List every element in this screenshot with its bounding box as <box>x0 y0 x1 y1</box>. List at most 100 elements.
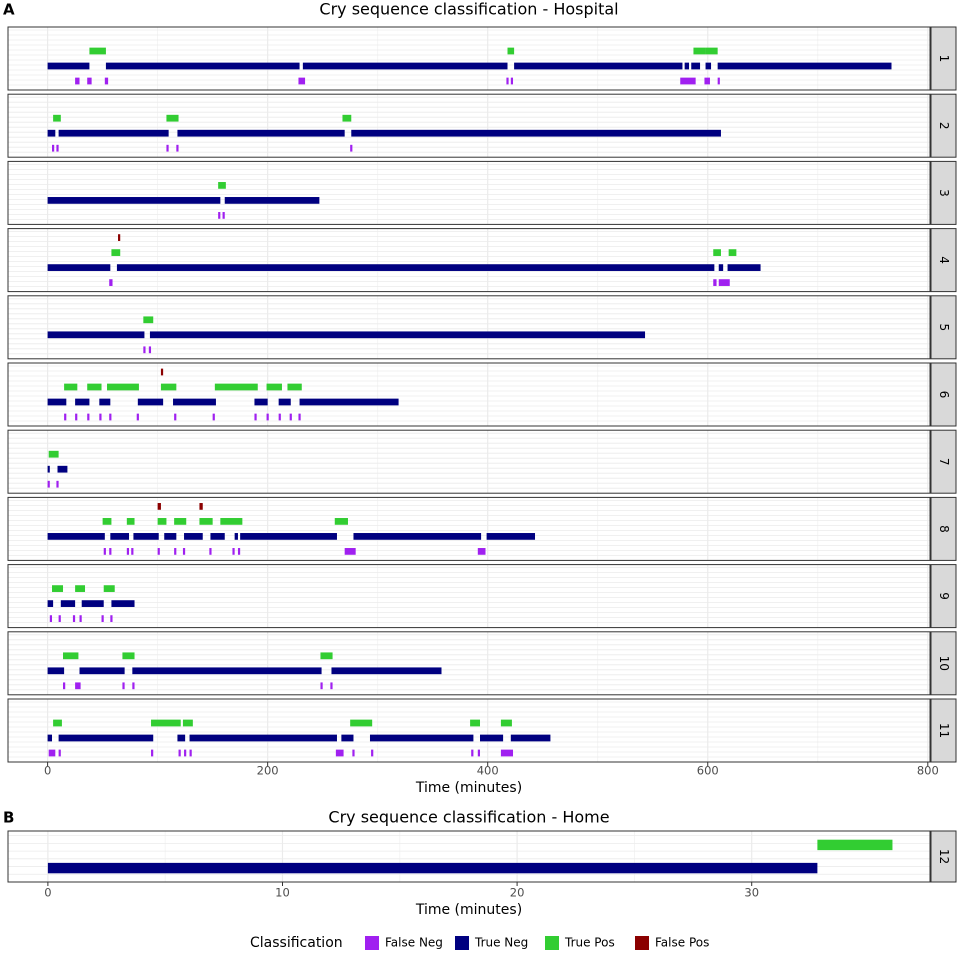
strip-label: 12 <box>937 849 951 864</box>
segment <box>302 62 508 70</box>
strip-label: 1 <box>937 55 951 63</box>
segment <box>331 667 442 675</box>
segment <box>79 615 82 622</box>
x-axis-label: Time (minutes) <box>415 780 522 796</box>
facet-border <box>7 698 931 763</box>
segment <box>87 413 90 421</box>
segment <box>182 719 193 727</box>
segment <box>212 413 215 421</box>
segment <box>514 62 683 70</box>
segment <box>58 129 169 137</box>
segment <box>58 749 61 757</box>
facet-border <box>7 362 931 427</box>
x-tick-label: 20 <box>510 886 525 900</box>
segment <box>87 77 92 85</box>
strip <box>930 830 957 883</box>
x-tick-label: 0 <box>44 886 51 900</box>
segment <box>287 383 302 391</box>
facet-panel <box>8 363 930 426</box>
facet-border <box>7 228 931 293</box>
strip <box>930 564 957 629</box>
segment <box>184 749 187 757</box>
x-tick-label: 200 <box>257 764 279 778</box>
segment <box>47 862 818 874</box>
segment <box>53 114 61 122</box>
segment <box>107 383 139 391</box>
segment <box>56 480 59 488</box>
x-axis-label: Time (minutes) <box>415 902 522 918</box>
segment <box>209 548 212 555</box>
facet-panel <box>8 161 930 225</box>
legend-label: False Neg <box>385 936 443 950</box>
segment <box>58 734 154 742</box>
segment <box>126 518 135 525</box>
segment <box>341 734 354 742</box>
segment <box>166 144 169 152</box>
segment <box>48 450 59 458</box>
segment <box>47 600 54 607</box>
segment <box>47 398 67 406</box>
x-tick-label: 0 <box>44 764 51 778</box>
segment <box>47 667 65 675</box>
facet-panel <box>8 27 930 90</box>
segment <box>234 533 238 540</box>
x-tick-label: 30 <box>744 886 759 900</box>
x-tick-label: 10 <box>275 886 290 900</box>
segment <box>126 548 130 555</box>
facet-panel <box>8 497 930 561</box>
segment <box>89 47 106 55</box>
segment <box>471 749 474 757</box>
facet-panel <box>8 831 930 882</box>
segment <box>111 600 135 607</box>
segment <box>47 129 56 137</box>
segment <box>713 279 717 286</box>
segment <box>189 749 192 757</box>
strip <box>930 93 957 158</box>
segment <box>320 652 333 660</box>
segment <box>330 682 333 690</box>
facet: 9 <box>7 564 957 629</box>
segment <box>254 398 268 406</box>
strip <box>930 228 957 293</box>
segment <box>351 129 721 137</box>
segment <box>342 114 352 122</box>
legend-label: True Pos <box>564 936 615 950</box>
segment <box>189 734 337 742</box>
facet-border <box>7 564 931 629</box>
segment <box>111 249 121 256</box>
segment <box>178 749 181 757</box>
strip <box>930 26 957 91</box>
chart-title: Cry sequence classification - Hospital <box>319 0 618 19</box>
segment <box>72 615 76 622</box>
segment <box>693 47 706 55</box>
panel-label: B <box>3 809 14 827</box>
segment <box>224 197 320 204</box>
segment <box>278 398 291 406</box>
segment <box>500 749 514 757</box>
facet: 2 <box>7 93 957 158</box>
segment <box>52 144 55 152</box>
segment <box>486 533 536 540</box>
segment <box>102 518 112 525</box>
facet-border <box>7 631 931 696</box>
segment <box>210 533 225 540</box>
segment <box>109 413 112 421</box>
facet-panel <box>8 564 930 628</box>
segment <box>87 383 102 391</box>
segment <box>717 77 720 85</box>
segment <box>222 212 225 219</box>
strip-label: 6 <box>937 391 951 399</box>
segment <box>104 77 109 85</box>
segment <box>132 682 135 690</box>
segment <box>47 465 50 473</box>
segment <box>58 615 61 622</box>
segment <box>166 114 179 122</box>
segment <box>131 548 134 555</box>
x-tick-label: 800 <box>917 764 939 778</box>
segment <box>164 533 177 540</box>
segment <box>320 682 323 690</box>
segment <box>157 518 167 525</box>
segment <box>47 480 50 488</box>
segment <box>47 734 53 742</box>
